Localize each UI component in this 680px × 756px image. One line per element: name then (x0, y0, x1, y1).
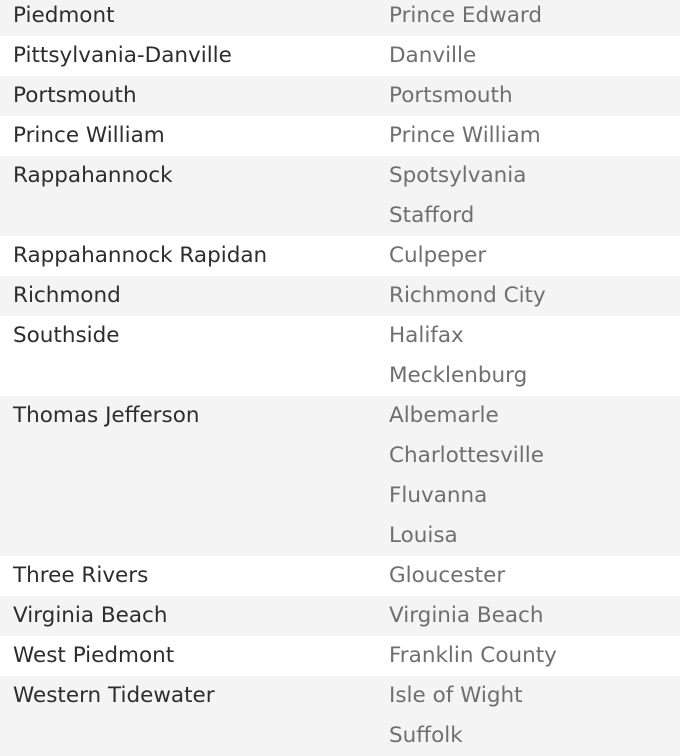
district-name: Rappahannock Rapidan (13, 243, 268, 268)
district-name: Thomas Jefferson (13, 403, 200, 428)
locality-name: Richmond City (389, 283, 546, 308)
locality-list: Prince William (376, 116, 680, 156)
locality-name: Fluvanna (389, 483, 488, 508)
locality-name: Franklin County (389, 643, 557, 668)
district-name: Prince William (13, 123, 165, 148)
table-row: Rappahannock Rapidan Culpeper (0, 236, 680, 276)
table-row: Portsmouth Portsmouth (0, 76, 680, 116)
table-row: Western Tidewater Isle of Wight Suffolk (0, 676, 680, 756)
table-row: Rappahannock Spotsylvania Stafford (0, 156, 680, 236)
locality-name: Albemarle (389, 403, 499, 428)
locality-name: Mecklenburg (389, 363, 528, 388)
locality-list: Richmond City (376, 276, 680, 316)
locality-name: Spotsylvania (389, 163, 527, 188)
locality-name: Louisa (389, 523, 458, 548)
district-name: Portsmouth (13, 83, 137, 108)
table-row: Virginia Beach Virginia Beach (0, 596, 680, 636)
table-row: Three Rivers Gloucester (0, 556, 680, 596)
table-row: Piedmont Prince Edward (0, 0, 680, 36)
district-name: Rappahannock (13, 163, 173, 188)
locality-list: Danville (376, 36, 680, 76)
district-name: Three Rivers (13, 563, 149, 588)
locality-name: Suffolk (389, 723, 463, 748)
table-row: Prince William Prince William (0, 116, 680, 156)
district-name: Virginia Beach (13, 603, 168, 628)
locality-name: Culpeper (389, 243, 487, 268)
table-row: Thomas Jefferson Albemarle Charlottesville… (0, 396, 680, 556)
locality-name: Prince William (389, 123, 541, 148)
locality-name: Charlottesville (389, 443, 544, 468)
locality-list: Halifax Mecklenburg (376, 316, 680, 396)
table-row: West Piedmont Franklin County (0, 636, 680, 676)
locality-list: Portsmouth (376, 76, 680, 116)
locality-name: Stafford (389, 203, 475, 228)
locality-list: Albemarle Charlottesville Fluvanna Louisa (376, 396, 680, 556)
locality-list: Franklin County (376, 636, 680, 676)
table-row: Pittsylvania-Danville Danville (0, 36, 680, 76)
district-name: Western Tidewater (13, 683, 215, 708)
locality-name: Portsmouth (389, 83, 513, 108)
locality-list: Prince Edward (376, 0, 680, 36)
locality-name: Danville (389, 43, 477, 68)
table-row: Southside Halifax Mecklenburg (0, 316, 680, 396)
locality-name: Halifax (389, 323, 464, 348)
locality-name: Virginia Beach (389, 603, 544, 628)
locality-list: Virginia Beach (376, 596, 680, 636)
locality-list: Culpeper (376, 236, 680, 276)
district-name: Southside (13, 323, 120, 348)
district-name: Piedmont (13, 3, 115, 28)
locality-list: Isle of Wight Suffolk (376, 676, 680, 756)
locality-name: Isle of Wight (389, 683, 523, 708)
locality-name: Prince Edward (389, 3, 543, 28)
district-name: Pittsylvania-Danville (13, 43, 232, 68)
district-name: Richmond (13, 283, 121, 308)
locality-list: Gloucester (376, 556, 680, 596)
table-row: Richmond Richmond City (0, 276, 680, 316)
district-name: West Piedmont (13, 643, 175, 668)
locality-name: Gloucester (389, 563, 506, 588)
locality-list: Spotsylvania Stafford (376, 156, 680, 236)
